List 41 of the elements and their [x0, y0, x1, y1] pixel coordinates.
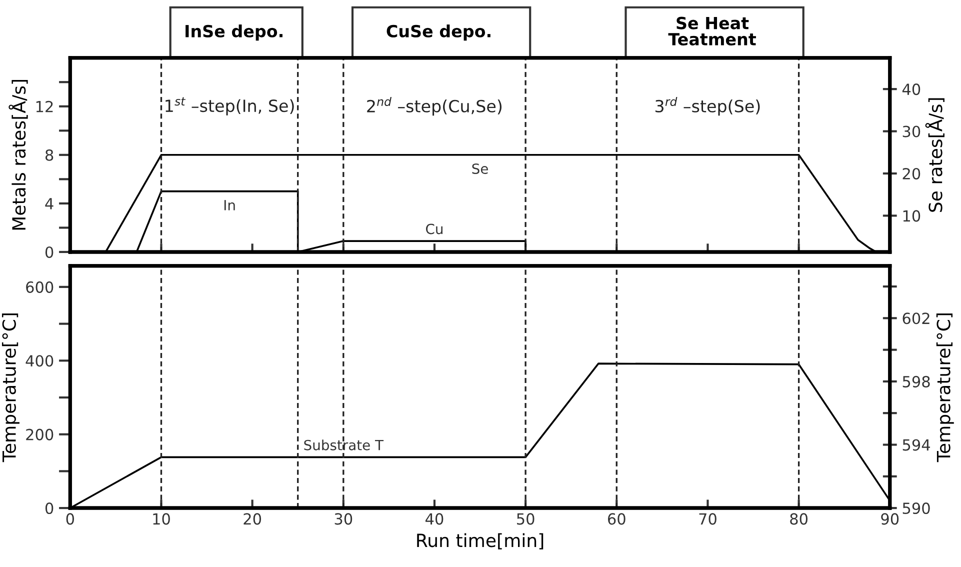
y2-tick-label: 594 — [902, 439, 930, 451]
x-tick-label: 20 — [244, 513, 262, 525]
y-tick-label: 600 — [26, 281, 54, 293]
y-tick-label: 4 — [45, 198, 54, 210]
x-tick-label: 60 — [608, 513, 626, 525]
x-axis-title: Run time[min] — [417, 533, 544, 550]
y2-tick-label: 590 — [902, 502, 930, 514]
y-tick-label: 400 — [26, 355, 54, 367]
y2-tick-label: 30 — [902, 126, 920, 138]
text: InSe depo. — [186, 24, 282, 41]
y-axis-title: Temperature[°C] — [2, 313, 20, 462]
y2-axis-title: Se rates[Å/s] — [925, 98, 944, 212]
annotation: 1$^{st}$ –step(In, Se) — [166, 97, 294, 116]
text: CuSe depo. — [386, 24, 490, 41]
x-tick-label: 80 — [790, 513, 808, 525]
y-axis-title: Metals rates[Å/s] — [8, 80, 28, 230]
series-label: Substrate T — [304, 440, 384, 450]
y-tick-label: 0 — [45, 502, 54, 514]
x-tick-label: 0 — [66, 513, 74, 525]
y2-tick-label: 602 — [902, 312, 930, 324]
y2-tick-label: 40 — [902, 84, 920, 96]
y-tick-label: 12 — [36, 100, 53, 112]
y-tick-label: 8 — [45, 149, 54, 161]
y-tick-label: 200 — [26, 428, 54, 440]
x-tick-label: 10 — [153, 513, 170, 525]
series-label: In — [224, 200, 235, 210]
series-label: Se — [472, 163, 488, 174]
x-tick-label: 40 — [426, 513, 444, 525]
y2-tick-label: 20 — [902, 168, 920, 180]
x-tick-label: 90 — [881, 513, 899, 525]
y2-tick-label: 10 — [903, 210, 920, 222]
y2-tick-label: 598 — [902, 376, 930, 388]
x-tick-label: 50 — [517, 513, 534, 525]
y2-axis-title: Temperature[°C] — [936, 313, 954, 462]
annotation: 3$^{rd}$ –step(Se) — [655, 96, 760, 116]
x-tick-label: 70 — [699, 513, 716, 525]
text: Se Heat Teatment — [668, 16, 756, 46]
series-label: Cu — [426, 224, 442, 234]
y-tick-label: 0 — [45, 246, 54, 258]
x-tick-label: 30 — [334, 513, 352, 525]
annotation: 2$^{nd}$ –step(Cu,Se) — [367, 96, 502, 116]
